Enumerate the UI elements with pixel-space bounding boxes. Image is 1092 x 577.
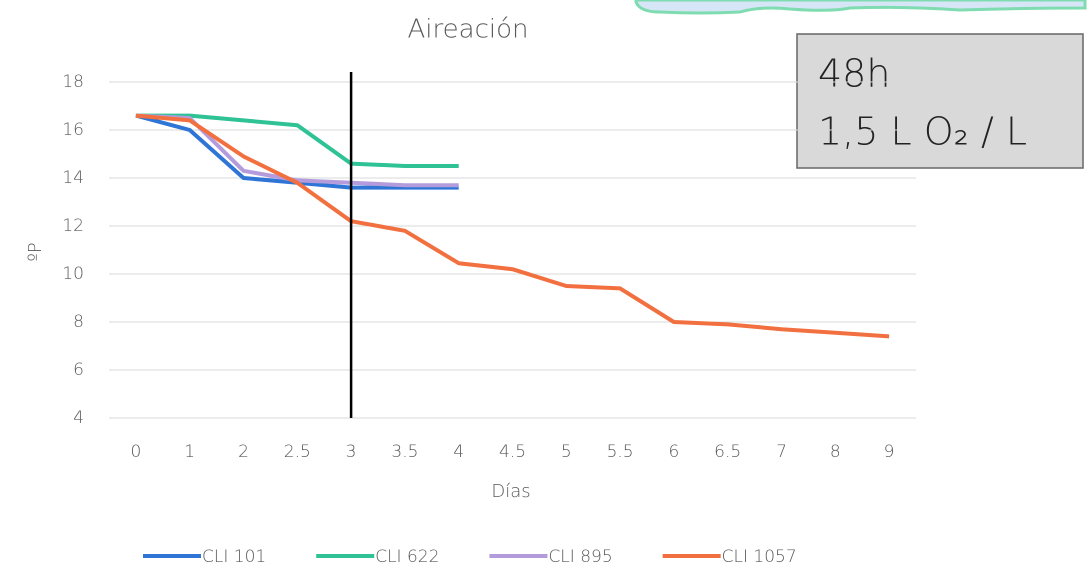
decoration <box>636 0 1085 13</box>
legend-label: CLI 101 <box>202 547 266 567</box>
y-axis-label: ºP <box>25 242 46 261</box>
x-tick-label: 4.5 <box>499 442 526 462</box>
x-tick-label: 9 <box>884 442 895 462</box>
x-tick-label: 3 <box>346 442 357 462</box>
x-tick-label: 7 <box>776 442 787 462</box>
legend-label: CLI 622 <box>375 547 439 567</box>
y-tick-label: 8 <box>73 312 84 332</box>
y-tick-label: 4 <box>73 408 84 428</box>
legend-label: CLI 1057 <box>722 547 797 567</box>
y-tick-label: 18 <box>62 72 84 92</box>
x-axis-label: Días <box>491 481 530 502</box>
x-tick-label: 5 <box>561 442 572 462</box>
annotation-text: 48h <box>818 52 890 96</box>
x-tick-label: 4 <box>453 442 464 462</box>
y-tick-label: 14 <box>62 168 84 188</box>
x-tick-label: 3.5 <box>391 442 418 462</box>
annotation-text: 1,5 L O₂ / L <box>818 110 1027 154</box>
x-tick-label: 8 <box>830 442 841 462</box>
y-tick-label: 10 <box>62 264 84 284</box>
y-tick-label: 16 <box>62 120 84 140</box>
legend-label: CLI 895 <box>548 547 612 567</box>
x-tick-label: 5.5 <box>607 442 634 462</box>
y-tick-label: 6 <box>73 360 84 380</box>
series-line <box>136 116 459 166</box>
chart-title: Aireación <box>408 15 529 45</box>
x-tick-label: 2.5 <box>284 442 311 462</box>
chart: Aireación Días ºP 48h 1,5 L O₂ / L 46810… <box>0 0 1092 573</box>
x-tick-label: 6.5 <box>714 442 741 462</box>
x-tick-label: 0 <box>130 442 141 462</box>
x-tick-label: 1 <box>184 442 195 462</box>
x-tick-label: 2 <box>238 442 249 462</box>
x-tick-label: 6 <box>668 442 679 462</box>
y-tick-label: 12 <box>62 216 84 236</box>
